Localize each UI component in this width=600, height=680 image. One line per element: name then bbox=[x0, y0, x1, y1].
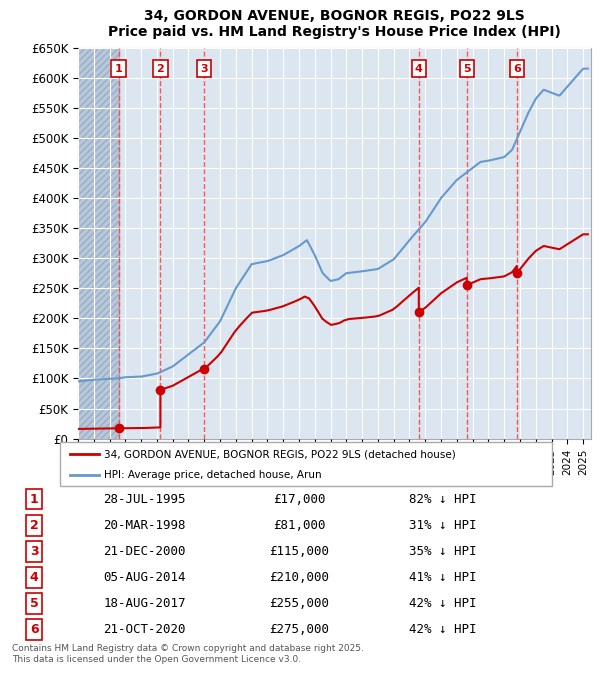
Text: 05-AUG-2014: 05-AUG-2014 bbox=[103, 571, 186, 584]
Text: 4: 4 bbox=[30, 571, 38, 584]
Text: 5: 5 bbox=[30, 597, 38, 610]
Text: £275,000: £275,000 bbox=[269, 623, 329, 636]
Text: 1: 1 bbox=[115, 64, 122, 73]
Text: £210,000: £210,000 bbox=[269, 571, 329, 584]
Text: 4: 4 bbox=[415, 64, 423, 73]
Text: 42% ↓ HPI: 42% ↓ HPI bbox=[409, 623, 476, 636]
FancyBboxPatch shape bbox=[60, 442, 552, 486]
Text: £115,000: £115,000 bbox=[269, 545, 329, 558]
Text: 3: 3 bbox=[30, 545, 38, 558]
Text: 21-OCT-2020: 21-OCT-2020 bbox=[103, 623, 186, 636]
Text: 21-DEC-2000: 21-DEC-2000 bbox=[103, 545, 186, 558]
Text: 18-AUG-2017: 18-AUG-2017 bbox=[103, 597, 186, 610]
Text: 35% ↓ HPI: 35% ↓ HPI bbox=[409, 545, 476, 558]
Bar bbox=[78, 48, 119, 439]
Text: 28-JUL-1995: 28-JUL-1995 bbox=[103, 493, 186, 506]
Text: 5: 5 bbox=[463, 64, 470, 73]
Text: £255,000: £255,000 bbox=[269, 597, 329, 610]
Text: 82% ↓ HPI: 82% ↓ HPI bbox=[409, 493, 476, 506]
Text: HPI: Average price, detached house, Arun: HPI: Average price, detached house, Arun bbox=[104, 470, 322, 480]
Bar bbox=[78, 48, 119, 439]
Text: 1: 1 bbox=[30, 493, 38, 506]
Text: 34, GORDON AVENUE, BOGNOR REGIS, PO22 9LS (detached house): 34, GORDON AVENUE, BOGNOR REGIS, PO22 9L… bbox=[104, 449, 456, 460]
Text: 6: 6 bbox=[30, 623, 38, 636]
Text: 2: 2 bbox=[30, 519, 38, 532]
Text: 2: 2 bbox=[157, 64, 164, 73]
Text: 20-MAR-1998: 20-MAR-1998 bbox=[103, 519, 186, 532]
Text: 6: 6 bbox=[513, 64, 521, 73]
Text: Contains HM Land Registry data © Crown copyright and database right 2025.
This d: Contains HM Land Registry data © Crown c… bbox=[12, 645, 364, 664]
Text: £17,000: £17,000 bbox=[273, 493, 325, 506]
Text: £81,000: £81,000 bbox=[273, 519, 325, 532]
Text: 31% ↓ HPI: 31% ↓ HPI bbox=[409, 519, 476, 532]
Text: 42% ↓ HPI: 42% ↓ HPI bbox=[409, 597, 476, 610]
Title: 34, GORDON AVENUE, BOGNOR REGIS, PO22 9LS
Price paid vs. HM Land Registry's Hous: 34, GORDON AVENUE, BOGNOR REGIS, PO22 9L… bbox=[108, 10, 561, 39]
Text: 3: 3 bbox=[200, 64, 208, 73]
Text: 41% ↓ HPI: 41% ↓ HPI bbox=[409, 571, 476, 584]
